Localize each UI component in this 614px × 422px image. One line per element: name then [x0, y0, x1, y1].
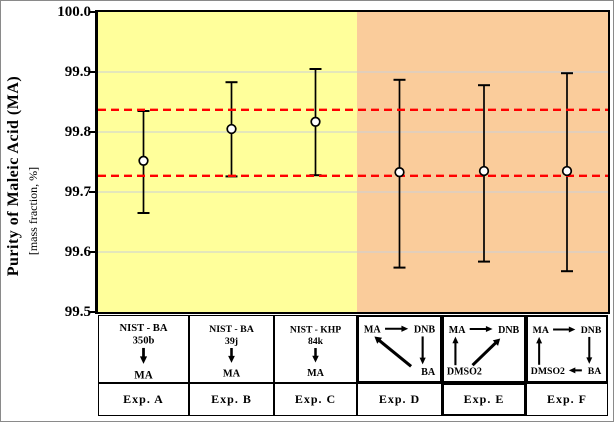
arrowhead-icon [374, 336, 383, 344]
arrowhead-icon [485, 325, 493, 333]
diagram-node-dmso2: DMSO2 [531, 366, 565, 377]
arrowhead-icon [452, 336, 459, 344]
diagram-node-ba: BA [588, 366, 602, 377]
diagram-node-ma: MA [449, 325, 466, 336]
diagram-node-dnb: DNB [498, 325, 519, 336]
y-axis-tick [89, 71, 96, 73]
y-axis-title: Purity of Maleic Acid (MA) [5, 75, 22, 277]
plot-area [95, 10, 610, 314]
diagram-source-name: NIST - BA [119, 323, 167, 334]
arrowhead-icon [568, 326, 576, 333]
diagram-source-name: NIST - BA [209, 324, 255, 335]
data-point [394, 167, 405, 178]
exp-label-cell: Exp. F [526, 383, 608, 416]
diagram-cell-a: NIST - BA 350b MA [98, 315, 189, 383]
diagram-product: MA [307, 368, 325, 379]
diagram-node-dnb: DNB [414, 325, 436, 336]
diagram-source-lot: 84k [308, 336, 324, 347]
y-axis-tick-label: 99.5 [64, 304, 91, 320]
data-point [138, 155, 149, 166]
y-axis-tick [89, 251, 96, 253]
arrow-icon [377, 338, 413, 368]
scheme-diagram: NIST - BA 350b MA [119, 323, 167, 382]
diagram-source-lot: 350b [133, 336, 155, 347]
exp-label-cell: Exp. C [274, 383, 357, 416]
scheme-diagram: MA DNB DMSO2 [447, 325, 520, 378]
plot-svg [98, 12, 608, 312]
arrowhead-icon [586, 357, 593, 364]
diagram-node-dmso2: DMSO2 [447, 367, 482, 378]
region-background-0 [98, 12, 357, 312]
diagram-product: MA [223, 369, 241, 380]
exp-label-cell: Exp. B [189, 383, 274, 416]
diagram-cell-c: NIST - KHP 84k MA [274, 315, 357, 383]
exp-label-cell: Exp. A [98, 383, 189, 416]
scheme-diagram: MA DNB DMSO2 BA [531, 325, 602, 377]
arrowhead-icon [536, 336, 543, 344]
y-axis-tick [89, 11, 96, 13]
exp-label-cell: Exp. E [442, 383, 526, 416]
y-axis-tick-label: 100.0 [57, 4, 91, 20]
diagram-cell-b: NIST - BA 39j MA [189, 315, 274, 383]
arrowhead-icon [401, 325, 409, 332]
y-axis-tick [89, 131, 96, 133]
diagram-node-ma: MA [364, 325, 382, 336]
y-axis-tick-label: 99.7 [64, 184, 91, 200]
diagram-node-ma: MA [533, 325, 549, 336]
y-axis-tick-label: 99.6 [64, 244, 91, 260]
diagram-product: MA [134, 370, 153, 382]
y-axis-tick [89, 311, 96, 313]
diagram-cell-d: MA DNB BA [357, 315, 442, 383]
arrowhead-icon [492, 338, 501, 346]
experiment-table: NIST - BA 350b MA NIST - BA 39j MA NIST - KHP 8… [98, 315, 608, 416]
y-axis-tick-label: 99.9 [64, 64, 91, 80]
diagram-cell-e: MA DNB DMSO2 [442, 315, 526, 383]
data-point [226, 123, 237, 135]
arrowhead-icon [568, 367, 576, 374]
data-point [478, 165, 490, 177]
exp-label-cell: Exp. D [357, 383, 442, 416]
arrow-icon [471, 340, 498, 367]
scheme-diagram: MA DNB BA [364, 325, 436, 378]
arrowhead-icon [419, 357, 426, 365]
diagram-node-ba: BA [421, 367, 436, 378]
y-axis-tick [89, 191, 96, 193]
diagram-cell-f: MA DNB DMSO2 BA [526, 315, 608, 383]
diagram-source-name: NIST - KHP [290, 325, 341, 336]
data-point [561, 165, 573, 177]
arrowhead-icon [228, 355, 235, 363]
data-point [310, 116, 321, 127]
diagram-node-dnb: DNB [581, 325, 602, 336]
arrowhead-icon [139, 356, 148, 364]
y-axis-tick-label: 99.8 [64, 124, 91, 140]
arrowhead-icon [312, 355, 319, 363]
y-axis-subtitle: [mass fraction, %] [26, 166, 40, 256]
diagram-source-lot: 39j [225, 336, 238, 347]
